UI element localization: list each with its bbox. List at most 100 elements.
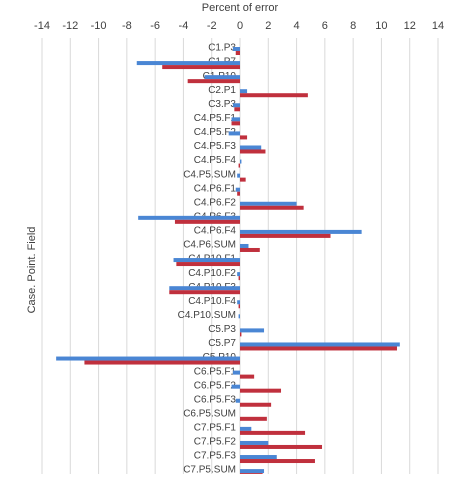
bar — [240, 328, 265, 333]
bar — [240, 177, 246, 182]
bar — [231, 121, 240, 126]
bar — [240, 342, 400, 347]
y-tick-label: C6.P5.F3 — [194, 394, 237, 405]
y-tick-label: C5.P3 — [208, 324, 236, 335]
bar — [228, 131, 240, 136]
x-tick-label: 14 — [432, 20, 444, 32]
bar — [240, 145, 262, 150]
bar — [240, 332, 242, 337]
bar — [234, 107, 240, 112]
bar — [232, 103, 240, 108]
x-tick-label: 12 — [404, 20, 416, 32]
y-tick-label: C4.P5.SUM — [183, 169, 236, 180]
bar — [173, 258, 240, 263]
x-tick-label: 8 — [350, 20, 356, 32]
x-tick-label: 2 — [265, 20, 271, 32]
bar — [238, 163, 240, 168]
bar — [232, 47, 240, 51]
bar — [240, 374, 255, 379]
y-tick-label: C7.P5.F1 — [194, 423, 237, 434]
bar — [232, 370, 240, 375]
y-tick-label: C3.P3 — [208, 99, 236, 110]
bar — [240, 455, 277, 460]
y-tick-label: C2.P1 — [208, 85, 236, 96]
bar — [84, 360, 240, 365]
bar — [240, 205, 304, 210]
y-tick-label: C4.P10.SUM — [178, 310, 236, 321]
bar — [240, 402, 272, 407]
bar — [176, 262, 240, 267]
bar — [237, 173, 240, 178]
bar — [204, 75, 240, 80]
y-tick-label: C7.P5.F2 — [194, 437, 237, 448]
bar — [187, 79, 240, 84]
bar — [231, 117, 240, 122]
bar — [240, 233, 331, 238]
bar — [136, 61, 240, 66]
bar — [237, 191, 240, 196]
bar — [240, 247, 260, 252]
bar — [238, 304, 240, 309]
bar — [240, 93, 308, 98]
x-tick-label: -4 — [179, 20, 189, 32]
y-tick-label: C6.P5.F2 — [194, 380, 237, 391]
bar — [235, 51, 240, 55]
x-tick-label: -14 — [34, 20, 50, 32]
y-tick-label: C4.P5.F4 — [194, 155, 237, 166]
bar — [238, 314, 240, 319]
x-tick-label: -8 — [122, 20, 132, 32]
bar — [240, 416, 267, 421]
y-tick-label: C5.P7 — [208, 338, 236, 349]
y-tick-label: C7.P5.F3 — [194, 451, 237, 462]
bar — [162, 65, 240, 70]
y-tick-label: C6.P5.F1 — [194, 366, 237, 377]
bar — [240, 201, 297, 206]
bar — [240, 149, 266, 154]
bar — [240, 469, 265, 474]
bar — [169, 290, 240, 295]
bar — [240, 243, 249, 248]
bar — [169, 286, 240, 291]
bar — [240, 346, 397, 351]
bar — [235, 398, 240, 403]
bar — [240, 135, 248, 140]
bar — [240, 459, 315, 464]
bar — [240, 426, 252, 431]
bar — [240, 440, 269, 445]
y-tick-label: C4.P10.F4 — [188, 296, 236, 307]
bar — [240, 159, 242, 164]
x-tick-label: 4 — [294, 20, 300, 32]
bar — [231, 384, 240, 389]
bar — [240, 89, 248, 94]
bar — [240, 430, 306, 435]
bar — [138, 215, 240, 220]
bar — [174, 219, 240, 224]
x-tick-label: -10 — [91, 20, 107, 32]
x-tick-label: -2 — [207, 20, 217, 32]
x-tick-label: -12 — [62, 20, 78, 32]
y-tick-label: C6.P5.SUM — [183, 408, 236, 419]
y-tick-label: C4.P5.F3 — [194, 141, 237, 152]
y-tick-label: C4.P10.F2 — [188, 268, 236, 279]
bar — [237, 300, 240, 305]
x-tick-label: 6 — [322, 20, 328, 32]
bar — [240, 229, 362, 234]
x-tick-label: 10 — [375, 20, 387, 32]
bar — [240, 388, 282, 393]
y-tick-label: C4.P6.F4 — [194, 226, 237, 237]
y-tick-label: C4.P5.F1 — [194, 113, 237, 124]
y-tick-label: C7.P5.SUM — [183, 465, 236, 474]
bar — [237, 272, 240, 277]
y-tick-label: C1.P3 — [208, 43, 236, 54]
bar — [240, 444, 323, 449]
bar — [238, 276, 240, 281]
y-tick-label: C4.P5.F2 — [194, 127, 237, 138]
bar — [235, 187, 240, 192]
x-tick-label: 0 — [237, 20, 243, 32]
y-tick-label: C4.P6.F2 — [194, 197, 237, 208]
chart-title: Percent of error — [202, 2, 279, 14]
x-tick-label: -6 — [150, 20, 160, 32]
bar — [56, 356, 241, 361]
y-tick-label: C4.P6.SUM — [183, 240, 236, 251]
